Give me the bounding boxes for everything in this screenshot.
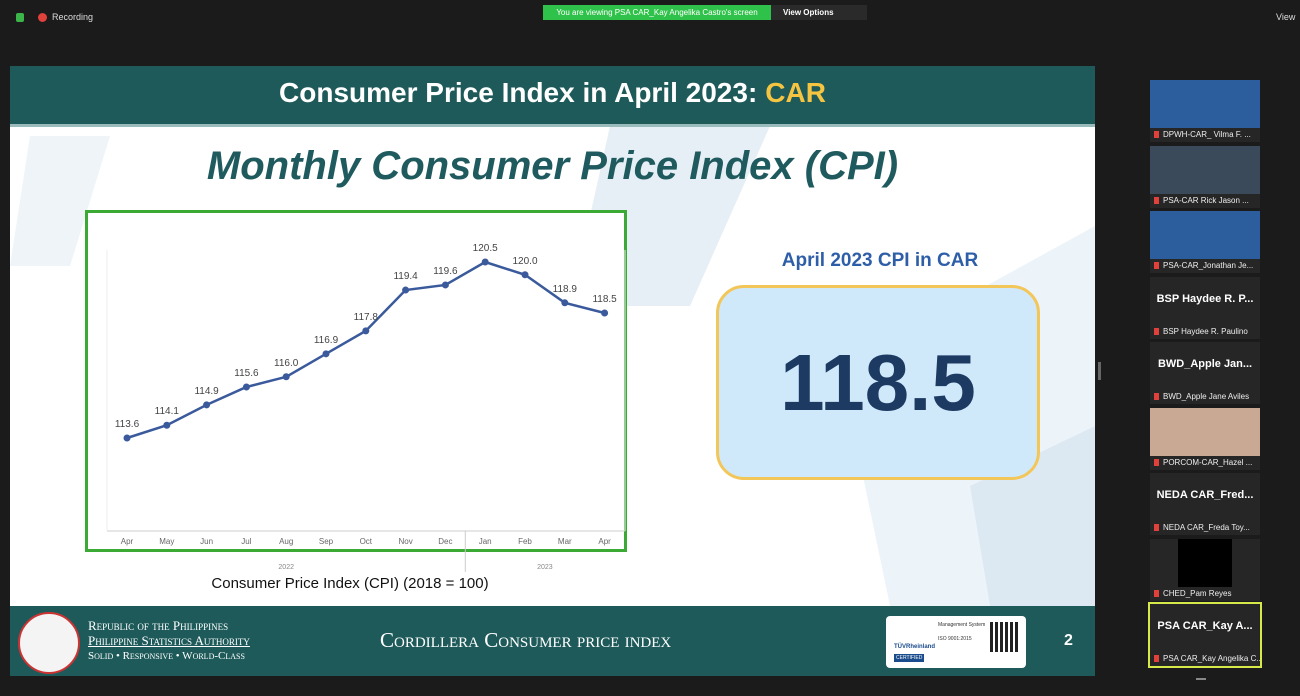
x-tick-label: Nov <box>398 537 412 546</box>
participant-tile[interactable]: DPWH-CAR_ Vilma F. ... <box>1150 80 1260 142</box>
recording-status: Recording <box>52 12 93 22</box>
data-point <box>243 383 250 390</box>
page-number: 2 <box>1064 632 1073 650</box>
x-tick-label: Jan <box>479 537 492 546</box>
participant-tile[interactable]: PSA-CAR Rick Jason ... <box>1150 146 1260 208</box>
slide-footer: Republic of the Philippines Philippine S… <box>10 606 1095 676</box>
data-point <box>601 310 608 317</box>
participant-name: PSA-CAR Rick Jason ... <box>1150 194 1260 208</box>
participant-name: BWD_Apple Jane Aviles <box>1150 390 1260 404</box>
zoom-window: { "top_bar": {"status": "Recording", "ba… <box>0 0 1300 696</box>
data-label: 116.0 <box>274 358 299 369</box>
x-tick-label: May <box>159 537 174 546</box>
highlight-label: April 2023 CPI in CAR <box>710 250 1050 272</box>
data-point <box>124 435 131 442</box>
highlight-value: 118.5 <box>716 285 1040 480</box>
cert-iso: ISO 9001:2015 <box>938 636 972 642</box>
x-tick-label: Feb <box>518 537 532 546</box>
scroll-down[interactable] <box>1196 672 1206 680</box>
participant-name: CHED_Pam Reyes <box>1150 587 1260 601</box>
x-tick-label: Aug <box>279 537 293 546</box>
org-line-1: Republic of the Philippines <box>88 618 228 634</box>
data-point <box>402 287 409 294</box>
recording-dot <box>38 13 47 22</box>
cpi-chart: Apr May Jun Jul Aug Sep Oct Nov Dec Jan Feb Mar Apr 2… <box>85 210 630 585</box>
x-group-label: 2023 <box>537 564 553 571</box>
data-label: 113.6 <box>115 419 140 430</box>
shared-slide: Consumer Price Index in April 2023: CAR M… <box>10 66 1095 676</box>
participant-name: PSA-CAR_Jonathan Je... <box>1150 259 1260 273</box>
participant-name: DPWH-CAR_ Vilma F. ... <box>1150 128 1260 142</box>
x-tick-label: Jul <box>241 537 251 546</box>
participant-tile[interactable]: PSA CAR_Kay A... PSA CAR_Kay Angelika C..… <box>1150 604 1260 666</box>
x-tick-label: Oct <box>360 537 373 546</box>
participant-name: PORCOM-CAR_Hazel ... <box>1150 456 1260 470</box>
x-tick-label: Dec <box>438 537 452 546</box>
certification-badge: TÜVRheinland CERTIFIED Management System… <box>886 616 1026 668</box>
x-tick-label: Apr <box>121 537 134 546</box>
data-point <box>323 350 330 357</box>
data-label: 120.5 <box>473 243 498 254</box>
participant-name: NEDA CAR_Freda Toy... <box>1150 521 1260 535</box>
slide-header: Consumer Price Index in April 2023: CAR <box>10 66 1095 127</box>
x-tick-label: Mar <box>558 537 572 546</box>
data-point <box>442 281 449 288</box>
participant-tile[interactable]: PORCOM-CAR_Hazel ... <box>1150 408 1260 470</box>
participant-tile[interactable]: CHED_Pam Reyes <box>1150 539 1260 601</box>
participant-tile[interactable]: NEDA CAR_Fred... NEDA CAR_Freda Toy... <box>1150 473 1260 535</box>
participant-tile[interactable]: BWD_Apple Jan... BWD_Apple Jane Aviles <box>1150 342 1260 404</box>
data-label: 115.6 <box>234 368 259 379</box>
splitter[interactable] <box>1098 362 1101 380</box>
chart-frame <box>87 212 626 551</box>
cert-name: TÜVRheinland <box>894 644 935 650</box>
participant-video <box>1178 539 1232 587</box>
participant-video <box>1150 408 1260 456</box>
cert-system: Management System <box>938 622 988 628</box>
data-point <box>163 422 170 429</box>
data-point <box>362 327 369 334</box>
data-label: 119.6 <box>433 266 458 277</box>
data-point <box>283 373 290 380</box>
data-point <box>482 259 489 266</box>
participant-display-name: NEDA CAR_Fred... <box>1150 489 1260 501</box>
participant-name: PSA CAR_Kay Angelika C... <box>1150 652 1260 666</box>
data-label: 120.0 <box>512 256 537 267</box>
data-label: 119.4 <box>393 271 418 282</box>
slide-heading: Monthly Consumer Price Index (CPI) <box>10 144 1095 189</box>
participant-display-name: BWD_Apple Jan... <box>1150 358 1260 370</box>
data-label: 118.9 <box>553 284 578 295</box>
motto: Solid • Responsive • World-Class <box>88 650 245 662</box>
participant-tile[interactable]: BSP Haydee R. P... BSP Haydee R. Paulino <box>1150 277 1260 339</box>
data-label: 114.9 <box>194 386 219 397</box>
cert-badge: CERTIFIED <box>894 654 924 662</box>
qr-code <box>990 622 1020 652</box>
view-button[interactable]: View <box>1276 12 1295 22</box>
participant-video <box>1150 80 1260 128</box>
x-group-label: 2022 <box>278 564 294 571</box>
data-label: 117.8 <box>354 312 379 323</box>
org-line-2: Philippine Statistics Authority <box>88 633 250 649</box>
participant-video <box>1150 211 1260 259</box>
participant-video <box>1150 146 1260 194</box>
shield-icon <box>16 13 24 22</box>
share-banner: You are viewing PSA CAR_Kay Angelika Cas… <box>543 5 771 20</box>
slide-title-highlight: CAR <box>765 77 826 108</box>
psa-logo <box>18 612 80 674</box>
data-point <box>203 401 210 408</box>
footer-title: Cordillera Consumer price index <box>380 628 671 653</box>
slide-title: Consumer Price Index in April 2023: <box>279 77 757 108</box>
data-label: 118.5 <box>592 294 617 305</box>
x-tick-label: Sep <box>319 537 334 546</box>
data-point <box>522 271 529 278</box>
x-tick-label: Apr <box>598 537 611 546</box>
participant-display-name: PSA CAR_Kay A... <box>1150 620 1260 632</box>
participant-name: BSP Haydee R. Paulino <box>1150 325 1260 339</box>
participant-display-name: BSP Haydee R. P... <box>1150 293 1260 305</box>
view-options[interactable]: View Options <box>771 5 867 20</box>
data-label: 114.1 <box>155 406 180 417</box>
x-tick-label: Jun <box>200 537 213 546</box>
participant-tile[interactable]: PSA-CAR_Jonathan Je... <box>1150 211 1260 273</box>
data-label: 116.9 <box>314 335 339 346</box>
data-point <box>561 299 568 306</box>
